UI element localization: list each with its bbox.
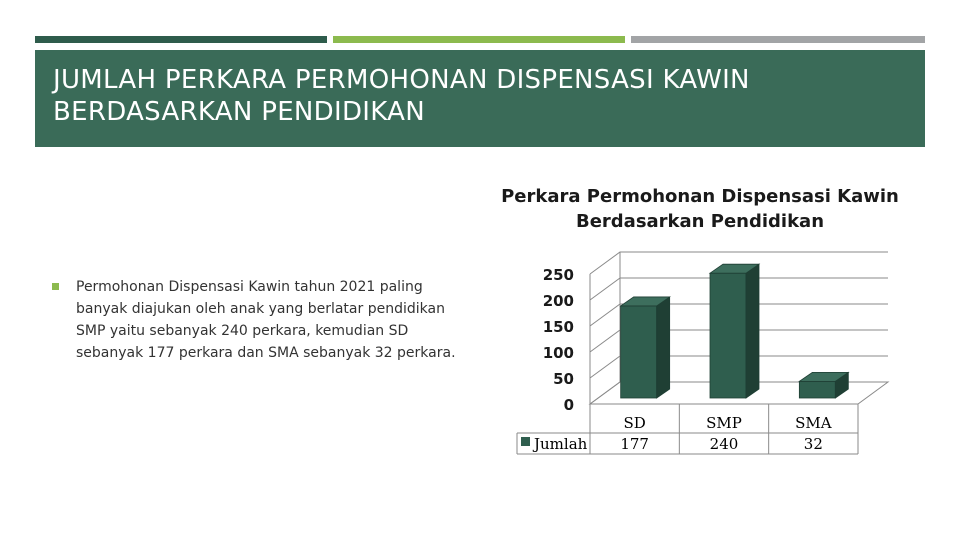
y-tick-label: 200 <box>543 292 574 310</box>
header-stripe-dark <box>35 36 327 43</box>
legend-swatch <box>521 437 530 446</box>
bar-top-SMP <box>708 263 761 274</box>
y-tick-label: 0 <box>564 396 574 414</box>
x-tick-label: SMP <box>706 414 742 432</box>
title-bar: Jumlah Perkara Permohonan Dispensasi Kaw… <box>35 50 925 147</box>
bullet-item: Permohonan Dispensasi Kawin tahun 2021 p… <box>52 276 472 364</box>
bullet-square-icon <box>52 283 59 290</box>
legend-series-name: Jumlah <box>532 435 588 453</box>
bar-top-SD <box>619 296 671 307</box>
table-value: 240 <box>710 435 739 453</box>
bar-side-SD <box>656 296 671 399</box>
bar-front-SMP <box>709 272 747 399</box>
bar-top-SMA <box>798 371 850 382</box>
bullet-text: Permohonan Dispensasi Kawin tahun 2021 p… <box>76 279 456 361</box>
bar-front-SD <box>620 305 658 399</box>
bar-front-SMA <box>798 380 836 399</box>
y-tick-label: 150 <box>543 318 574 336</box>
x-tick-label: SMA <box>795 414 832 432</box>
header-stripe-green <box>333 36 625 43</box>
x-tick-label: SD <box>624 414 646 432</box>
header-stripe-gray <box>631 36 925 43</box>
table-value: 32 <box>804 435 823 453</box>
chart-title: Perkara Permohonan Dispensasi Kawin Berd… <box>501 186 899 232</box>
y-tick-label: 250 <box>543 266 574 284</box>
slide-title: Jumlah Perkara Permohonan Dispensasi Kaw… <box>53 65 750 127</box>
table-value: 177 <box>620 435 649 453</box>
y-tick-label: 100 <box>543 344 574 362</box>
y-tick-label: 50 <box>553 370 574 388</box>
bar-side-SMP <box>745 263 760 399</box>
